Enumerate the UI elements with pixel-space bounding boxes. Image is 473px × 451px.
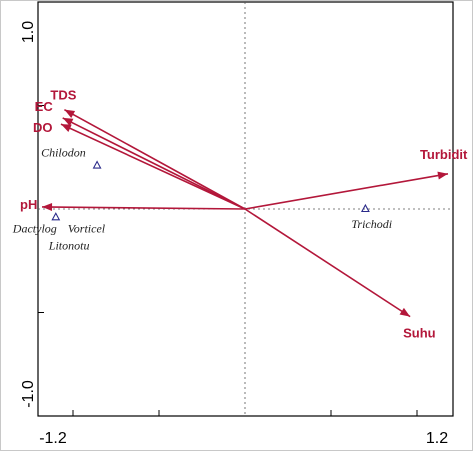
vector-ph — [42, 206, 246, 210]
species-label-dactylog: Dactylog — [12, 221, 57, 235]
vector-suhu — [244, 208, 411, 318]
vector-arrowhead-turbidit — [437, 171, 448, 180]
y-tick-label-bottom: -1.0 — [20, 380, 37, 408]
vector-label-suhu: Suhu — [403, 326, 436, 341]
vector-do — [60, 123, 246, 210]
vector-arrowhead-ec — [62, 117, 74, 126]
species-label-litonotu: Litonotu — [48, 238, 90, 252]
species-marker-dactylog — [51, 212, 61, 221]
y-tick-label-top: 1.0 — [20, 21, 37, 43]
vector-arrowhead-do — [60, 124, 72, 132]
species-marker-trichodi — [360, 203, 370, 213]
axis-ticks — [38, 1, 418, 417]
vector-ec — [62, 117, 246, 210]
x-tick-label-right: 1.2 — [426, 430, 448, 447]
species-label-trichodi: Trichodi — [351, 217, 392, 231]
vector-arrowhead-ph — [42, 203, 53, 212]
vector-label-ec: EC — [35, 99, 54, 114]
species-marker-chilodon — [92, 160, 102, 169]
vector-label-do: DO — [33, 120, 53, 135]
vector-label-turbidit: Turbidit — [420, 147, 468, 162]
vector-turbidit — [244, 173, 449, 210]
vector-label-tds: TDS — [50, 88, 76, 103]
vector-tds — [64, 108, 246, 210]
species-label-chilodon: Chilodon — [41, 146, 86, 160]
vector-arrowhead-tds — [64, 109, 76, 118]
vector-arrowhead-suhu — [399, 307, 411, 317]
species-points: Chilodon Trichodi Dactylog Vorticel Litonotu — [12, 146, 392, 253]
vector-label-ph: pH — [20, 197, 37, 212]
x-tick-label-left: -1.2 — [39, 430, 67, 447]
species-label-vorticel: Vorticel — [68, 221, 106, 235]
